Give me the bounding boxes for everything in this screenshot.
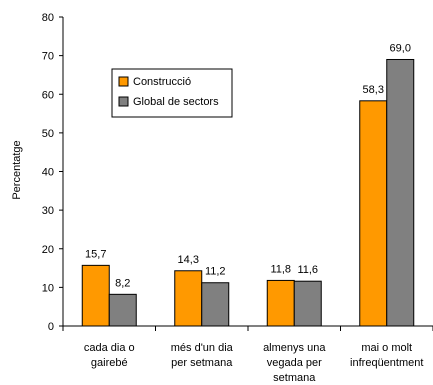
x-category-label: per setmana: [171, 357, 233, 369]
y-tick-label: 50: [42, 128, 54, 140]
data-label: 58,3: [363, 84, 384, 96]
y-tick-label: 20: [42, 244, 54, 256]
legend-label: Global de sectors: [133, 96, 219, 108]
x-category-label: més d'un dia: [171, 342, 234, 354]
bar: [386, 58, 415, 327]
x-category-label: gairebé: [91, 357, 128, 369]
bar: [174, 270, 203, 327]
bar: [266, 279, 295, 327]
y-tick-label: 0: [48, 321, 54, 333]
bar: [359, 100, 388, 327]
y-tick-label: 10: [42, 282, 54, 294]
y-tick-label: 40: [42, 167, 54, 179]
legend-swatch: [118, 76, 129, 87]
legend-label: Construcció: [133, 76, 191, 88]
data-label: 8,2: [115, 277, 130, 289]
data-label: 11,6: [297, 264, 318, 276]
y-tick-label: 70: [42, 51, 54, 63]
bar: [81, 264, 110, 327]
y-tick-label: 60: [42, 89, 54, 101]
plot-area: 0 10 20 30 40 50 60 70 80 15,7 8,2 cada dia o gaireb…: [42, 12, 433, 384]
data-label: 14,3: [178, 254, 199, 266]
bar: [201, 282, 230, 327]
x-category-label: almenys una: [263, 342, 326, 354]
y-axis-title: Percentatge: [11, 140, 23, 199]
legend-swatch: [118, 96, 129, 107]
x-category-label: mai o molt: [361, 342, 412, 354]
data-label: 15,7: [85, 248, 106, 260]
x-category-label: cada dia o: [84, 342, 135, 354]
bar: [293, 280, 322, 327]
data-label: 11,2: [205, 266, 226, 278]
y-tick-label: 80: [42, 12, 54, 24]
legend: Construcció Global de sectors: [111, 68, 233, 118]
legend-box: [111, 68, 233, 118]
data-label: 11,8: [270, 263, 291, 275]
bar: [108, 293, 137, 327]
x-category-label: vegada per: [267, 357, 322, 369]
y-tick-label: 30: [42, 205, 54, 217]
x-category-label: setmana: [273, 372, 316, 384]
data-label: 69,0: [390, 42, 411, 54]
x-category-label: infreqüentment: [350, 357, 423, 369]
